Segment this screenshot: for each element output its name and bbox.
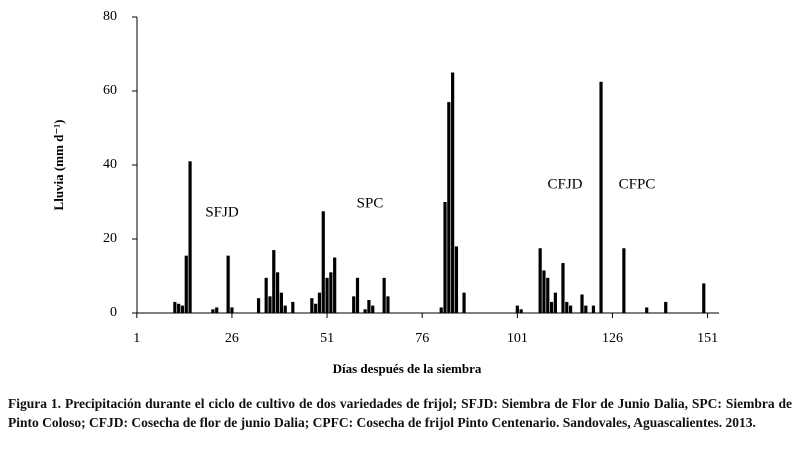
- bar: [454, 246, 459, 313]
- x-tick-label: 51: [320, 331, 334, 346]
- bar: [542, 270, 546, 313]
- bar: [443, 202, 447, 313]
- bar: [275, 272, 280, 313]
- bar: [184, 255, 188, 313]
- bar: [226, 255, 230, 313]
- bar: [363, 309, 367, 313]
- bar: [215, 307, 219, 313]
- bar: [645, 307, 649, 313]
- bar: [264, 277, 268, 313]
- bar: [553, 292, 557, 313]
- bar: [382, 277, 386, 313]
- bar: [352, 296, 356, 313]
- x-tick-label: 126: [602, 331, 623, 346]
- bar: [177, 303, 181, 313]
- bar: [283, 305, 287, 313]
- bar: [565, 301, 569, 313]
- annotation: CFPC: [619, 176, 656, 192]
- bar: [314, 303, 318, 313]
- bar: [439, 307, 443, 313]
- bar: [272, 250, 276, 313]
- bar: [462, 292, 466, 313]
- bar: [622, 248, 626, 313]
- bar: [664, 301, 668, 313]
- bar: [546, 277, 550, 313]
- bar: [599, 81, 603, 313]
- caption: Figura 1. Precipitación durante el ciclo…: [8, 396, 792, 430]
- bar: [279, 292, 284, 313]
- bar: [367, 300, 371, 313]
- bar: [447, 102, 451, 313]
- annotation: CFJD: [547, 176, 582, 192]
- y-tick-label: 40: [103, 157, 117, 172]
- bar: [321, 211, 325, 313]
- bar: [591, 305, 596, 313]
- bar: [173, 301, 177, 313]
- bar: [180, 305, 185, 313]
- bar: [256, 298, 261, 313]
- bar: [538, 248, 542, 313]
- bar: [702, 283, 706, 313]
- bar: [519, 309, 523, 313]
- y-tick-label: 0: [110, 305, 117, 320]
- bar: [291, 301, 295, 313]
- bar: [584, 305, 588, 313]
- x-tick-label: 151: [697, 331, 718, 346]
- x-tick-label: 1: [133, 331, 140, 346]
- x-tick-label: 26: [225, 331, 239, 346]
- annotation: SFJD: [205, 204, 239, 220]
- bar: [386, 296, 390, 313]
- y-tick-label: 80: [103, 9, 117, 24]
- bar: [188, 161, 192, 313]
- bar: [568, 305, 573, 313]
- bar: [329, 272, 333, 313]
- bar: [333, 257, 337, 313]
- bar: [325, 277, 329, 313]
- bar: [355, 277, 360, 313]
- y-tick-label: 20: [103, 231, 117, 246]
- y-tick-label: 60: [103, 83, 117, 98]
- bar: [317, 292, 322, 313]
- bar: [561, 263, 565, 313]
- bar: [515, 305, 519, 313]
- bar: [310, 298, 314, 313]
- y-axis-label: Lluvia (mm d⁻¹): [51, 120, 66, 211]
- x-axis-label: Días después de la siembra: [333, 361, 482, 376]
- bar: [211, 309, 215, 313]
- x-tick-label: 76: [415, 331, 429, 346]
- bar: [451, 72, 455, 313]
- x-tick-label: 101: [507, 331, 528, 346]
- chart: Lluvia (mm d⁻¹) Días después de la siemb…: [51, 9, 719, 376]
- annotation: SPC: [357, 195, 384, 211]
- bar: [549, 301, 554, 313]
- bar: [230, 307, 234, 313]
- bar: [580, 294, 584, 313]
- bar: [268, 296, 272, 313]
- bar: [371, 305, 375, 313]
